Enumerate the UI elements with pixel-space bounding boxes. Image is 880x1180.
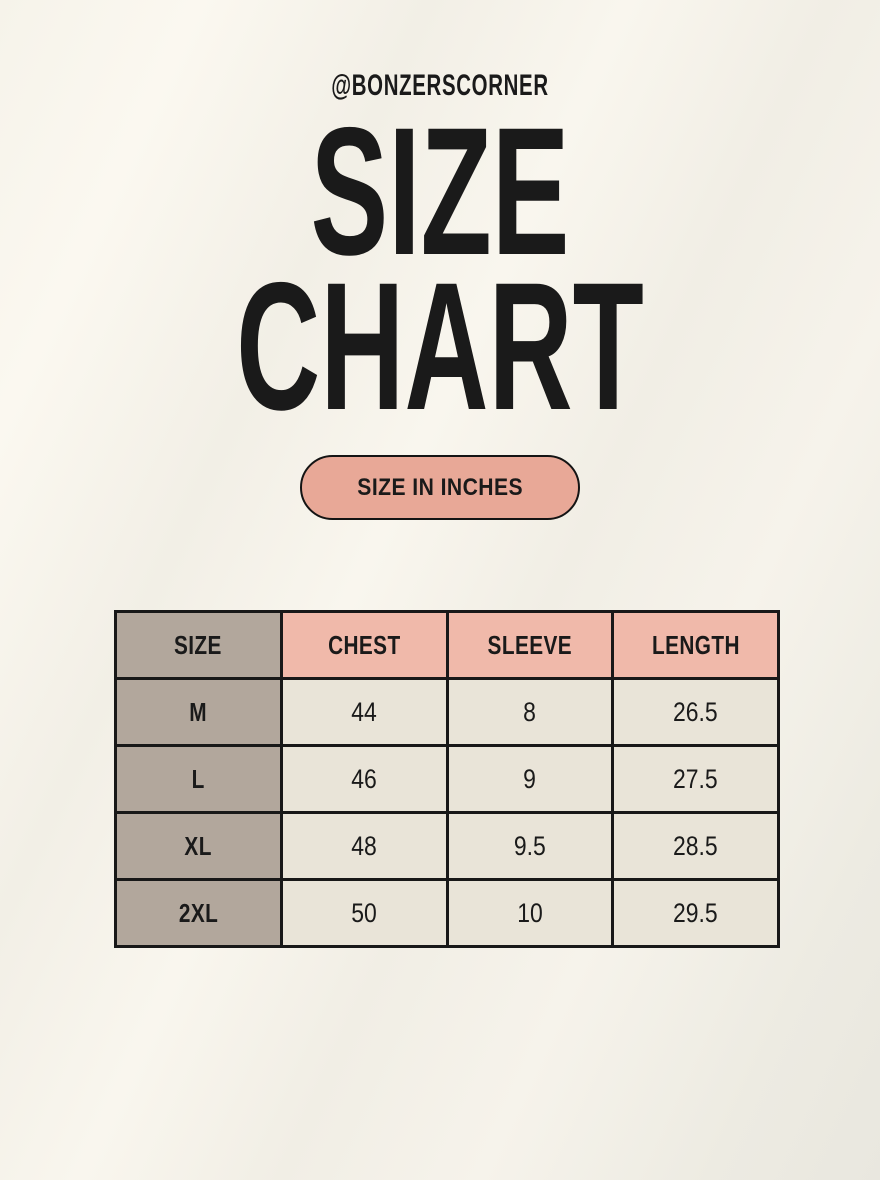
length-value-cell: 26.5 bbox=[611, 677, 780, 747]
account-handle: @BONZERSCORNER bbox=[0, 71, 880, 101]
size-label: 2XL bbox=[178, 897, 219, 928]
chest-value-cell: 44 bbox=[279, 677, 449, 747]
length-value-cell: 28.5 bbox=[611, 811, 780, 881]
chest-value: 50 bbox=[351, 897, 377, 928]
page-title-line-2: CHART bbox=[236, 244, 644, 448]
length-value: 28.5 bbox=[673, 830, 718, 861]
size-label: L bbox=[191, 763, 205, 794]
length-value: 29.5 bbox=[673, 897, 718, 928]
header-cell-size: SIZE bbox=[114, 610, 283, 680]
sleeve-value: 10 bbox=[517, 897, 543, 928]
sleeve-value: 9.5 bbox=[513, 830, 546, 861]
header-label-sleeve: SLEEVE bbox=[487, 629, 573, 660]
badge-label: SIZE IN INCHES bbox=[357, 473, 523, 501]
table-row-xl: XL 48 9.5 28.5 bbox=[114, 811, 780, 881]
header-label-chest: CHEST bbox=[327, 629, 401, 660]
table-row-2xl: 2XL 50 10 29.5 bbox=[114, 878, 780, 948]
length-value-cell: 27.5 bbox=[611, 744, 780, 814]
sleeve-value-cell: 10 bbox=[445, 878, 615, 948]
sleeve-value: 9 bbox=[523, 763, 537, 794]
chest-value-cell: 46 bbox=[279, 744, 449, 814]
size-label: M bbox=[189, 696, 208, 727]
table-row-m: M 44 8 26.5 bbox=[114, 677, 780, 747]
header-label-length: LENGTH bbox=[651, 629, 740, 660]
page-title: SIZE CHART bbox=[0, 89, 880, 448]
header-cell-length: LENGTH bbox=[611, 610, 780, 680]
row-label-cell: M bbox=[114, 677, 283, 747]
header-cell-sleeve: SLEEVE bbox=[445, 610, 615, 680]
page-title-line-1: SIZE bbox=[310, 89, 570, 293]
size-in-inches-badge: SIZE IN INCHES bbox=[300, 455, 580, 520]
account-handle-text: @BONZERSCORNER bbox=[331, 69, 549, 102]
sleeve-value-cell: 9.5 bbox=[445, 811, 615, 881]
sleeve-value: 8 bbox=[523, 696, 537, 727]
row-label-cell: L bbox=[114, 744, 283, 814]
length-value: 26.5 bbox=[673, 696, 718, 727]
length-value-cell: 29.5 bbox=[611, 878, 780, 948]
table-row-l: L 46 9 27.5 bbox=[114, 744, 780, 814]
row-label-cell: 2XL bbox=[114, 878, 283, 948]
chest-value-cell: 50 bbox=[279, 878, 449, 948]
chest-value: 44 bbox=[351, 696, 377, 727]
sleeve-value-cell: 9 bbox=[445, 744, 615, 814]
size-table: SIZE CHEST SLEEVE LENGTH M 44 bbox=[114, 610, 780, 948]
row-label-cell: XL bbox=[114, 811, 283, 881]
table-header-row: SIZE CHEST SLEEVE LENGTH bbox=[114, 610, 780, 680]
header-label-size: SIZE bbox=[174, 629, 223, 660]
header-cell-chest: CHEST bbox=[279, 610, 449, 680]
length-value: 27.5 bbox=[673, 763, 718, 794]
size-label: XL bbox=[184, 830, 213, 861]
chest-value-cell: 48 bbox=[279, 811, 449, 881]
chest-value: 46 bbox=[351, 763, 377, 794]
sleeve-value-cell: 8 bbox=[445, 677, 615, 747]
chest-value: 48 bbox=[351, 830, 377, 861]
